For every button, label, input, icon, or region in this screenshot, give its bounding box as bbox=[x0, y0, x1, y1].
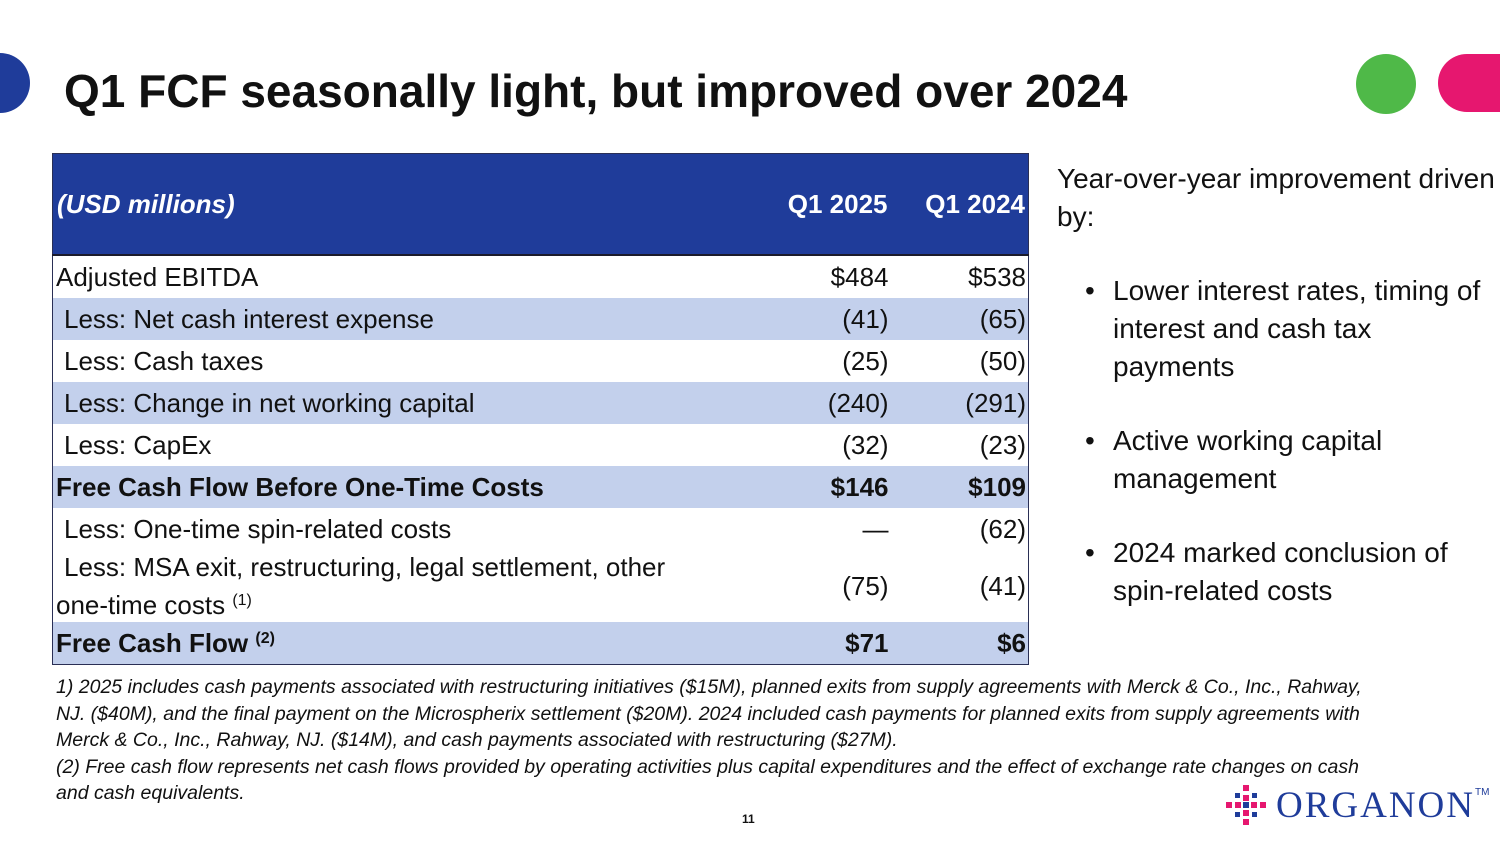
table-row: Less: Change in net working capital (240… bbox=[52, 382, 1029, 424]
improvement-drivers: Year-over-year improvement driven by: • L… bbox=[1057, 160, 1497, 646]
value-q1-2024: (65) bbox=[890, 298, 1029, 340]
row-label: Less: Cash taxes bbox=[64, 345, 264, 376]
list-item: • 2024 marked conclusion of spin-related … bbox=[1057, 534, 1497, 610]
header-q1-2024: Q1 2024 bbox=[890, 153, 1029, 256]
row-label: Less: Net cash interest expense bbox=[52, 298, 751, 340]
table-row: Adjusted EBITDA $484 $538 bbox=[53, 255, 1029, 298]
fcf-table: (USD millions) Q1 2025 Q1 2024 Adjusted … bbox=[52, 153, 1029, 665]
row-label-text: Free Cash Flow bbox=[56, 627, 249, 658]
list-item-text: Active working capital management bbox=[1113, 425, 1383, 494]
slide-title: Q1 FCF seasonally light, but improved ov… bbox=[64, 65, 1128, 117]
table-row: Less: Net cash interest expense (41) (65… bbox=[52, 298, 1029, 340]
drivers-list: • Lower interest rates, timing of interes… bbox=[1057, 272, 1497, 610]
footnotes: 1) 2025 includes cash payments associate… bbox=[56, 674, 1396, 807]
drivers-intro: Year-over-year improvement driven by: bbox=[1057, 163, 1495, 232]
decorative-green-circle bbox=[1356, 54, 1416, 114]
value-q1-2025: (41) bbox=[750, 298, 891, 340]
organon-logo: ORGANON TM bbox=[1224, 783, 1489, 827]
value-q1-2024: (41) bbox=[979, 570, 1026, 601]
decorative-pink-pill bbox=[1438, 54, 1500, 112]
footnote-ref: (2) bbox=[255, 629, 275, 647]
header-units-label: (USD millions) bbox=[52, 153, 751, 256]
value-q1-2024: (62) bbox=[979, 513, 1026, 544]
value-q1-2025: $146 bbox=[750, 466, 891, 508]
value-q1-2024: $109 bbox=[890, 466, 1029, 508]
row-label: Less: CapEx bbox=[64, 429, 212, 460]
value-q1-2025: (75) bbox=[842, 570, 889, 601]
row-label: Less: One-time spin-related costs bbox=[64, 513, 452, 544]
value-q1-2024: (291) bbox=[890, 382, 1029, 424]
value-q1-2024: $6 bbox=[890, 622, 1029, 665]
value-q1-2025: $484 bbox=[830, 261, 889, 292]
bullet-icon: • bbox=[1085, 537, 1095, 568]
list-item: • Lower interest rates, timing of interes… bbox=[1057, 272, 1497, 386]
row-label: Free Cash Flow Before One-Time Costs bbox=[52, 466, 751, 508]
footnote-2: (2) Free cash flow represents net cash f… bbox=[56, 755, 1359, 805]
value-q1-2024: (23) bbox=[979, 429, 1026, 460]
row-label: Less: Change in net working capital bbox=[52, 382, 751, 424]
table-header-row: (USD millions) Q1 2025 Q1 2024 bbox=[52, 153, 1029, 256]
logo-wordmark: ORGANON bbox=[1276, 784, 1475, 826]
bullet-icon: • bbox=[1085, 275, 1095, 306]
organon-logo-icon bbox=[1226, 785, 1266, 825]
table-row-total: Free Cash Flow (2) $71 $6 bbox=[52, 622, 1029, 665]
table-row: Less: Cash taxes (25) (50) bbox=[53, 340, 1029, 382]
row-label-line1: Less: MSA exit, restructuring, legal set… bbox=[64, 552, 666, 582]
row-label: Adjusted EBITDA bbox=[56, 261, 259, 292]
value-q1-2024: $538 bbox=[968, 261, 1026, 292]
table-row: Less: MSA exit, restructuring, legal set… bbox=[53, 550, 1029, 622]
footnote-1: 1) 2025 includes cash payments associate… bbox=[56, 676, 1362, 751]
logo-trademark: TM bbox=[1475, 787, 1490, 798]
list-item-text: Lower interest rates, timing of interest… bbox=[1113, 275, 1481, 382]
value-q1-2025: (240) bbox=[750, 382, 891, 424]
row-label: Free Cash Flow (2) bbox=[52, 622, 751, 665]
value-q1-2024: (50) bbox=[979, 345, 1026, 376]
value-q1-2025: — bbox=[862, 513, 889, 544]
table-row: Less: CapEx (32) (23) bbox=[53, 424, 1029, 466]
list-item-text: 2024 marked conclusion of spin-related c… bbox=[1113, 537, 1448, 606]
row-label: Less: MSA exit, restructuring, legal set… bbox=[53, 550, 751, 622]
decorative-blue-circle bbox=[0, 53, 30, 113]
bullet-icon: • bbox=[1085, 425, 1095, 456]
value-q1-2025: (25) bbox=[842, 345, 889, 376]
page-number: 11 bbox=[742, 812, 755, 826]
value-q1-2025: (32) bbox=[842, 429, 889, 460]
row-label-line2: one-time costs bbox=[56, 590, 226, 620]
table-row: Less: One-time spin-related costs — (62) bbox=[53, 508, 1029, 550]
footnote-ref: (1) bbox=[232, 592, 252, 609]
value-q1-2025: $71 bbox=[750, 622, 891, 665]
list-item: • Active working capital management bbox=[1057, 422, 1497, 498]
table-row-subtotal: Free Cash Flow Before One-Time Costs $14… bbox=[52, 466, 1029, 508]
header-q1-2025: Q1 2025 bbox=[750, 153, 891, 256]
